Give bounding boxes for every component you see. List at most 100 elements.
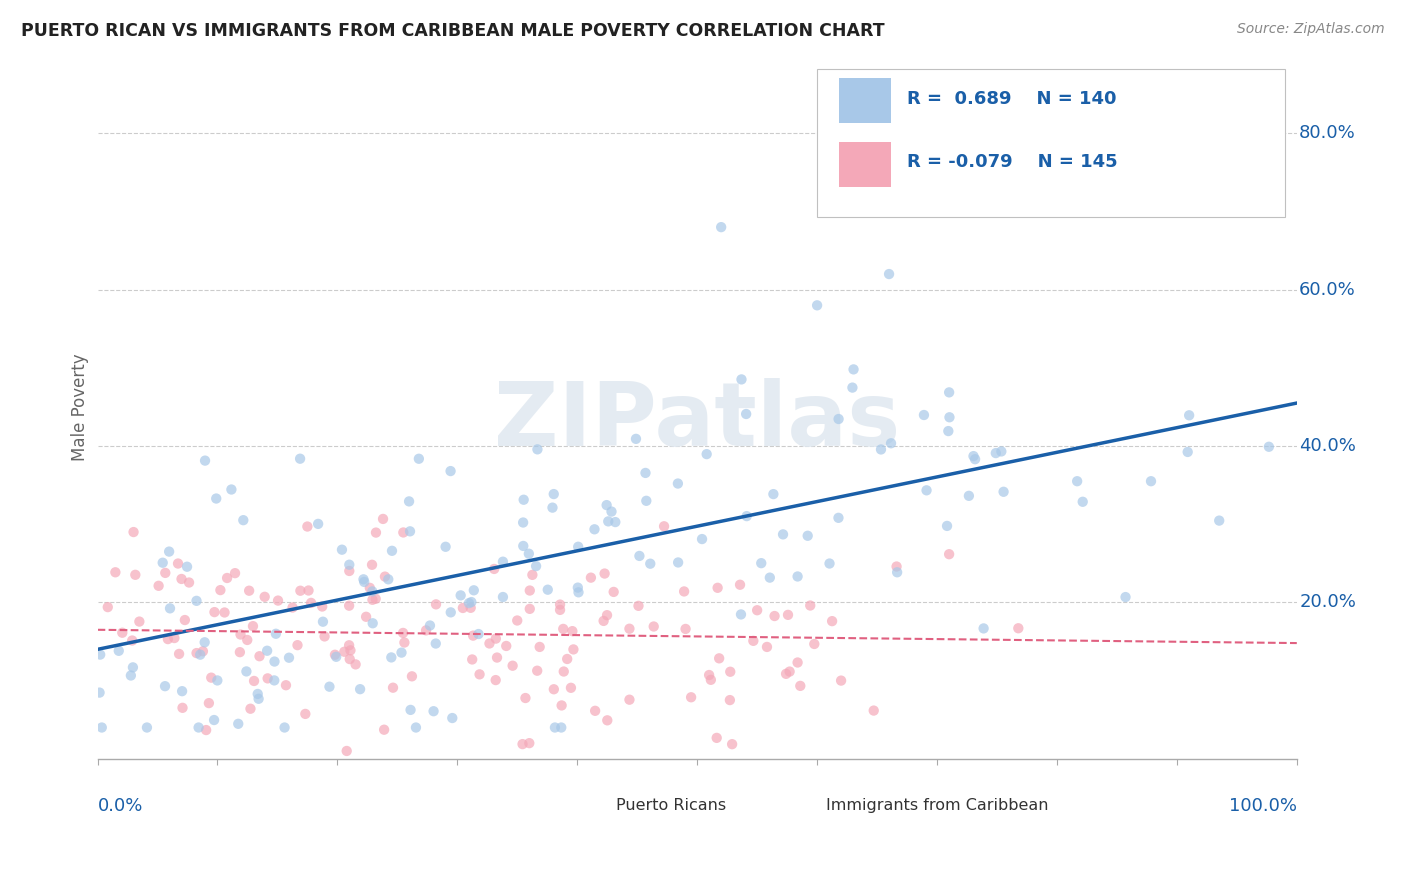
FancyBboxPatch shape [785,794,815,818]
Point [696,447,718,461]
Point [194,635,217,649]
Point [596,714,619,728]
Point [1208,514,1230,528]
Point [299,596,322,610]
Point [515,691,537,706]
Point [730,372,752,386]
Point [821,614,844,628]
Point [371,512,394,526]
Point [786,569,808,583]
Point [957,489,980,503]
Point [392,525,415,540]
Point [122,524,145,539]
Point [526,442,548,457]
Point [246,687,269,701]
Point [675,622,697,636]
Point [1178,409,1201,423]
Point [567,540,589,554]
Point [191,644,214,658]
Point [818,557,841,571]
Point [624,432,647,446]
Point [226,716,249,731]
Point [548,598,571,612]
Point [803,637,825,651]
Point [529,640,551,654]
Point [728,578,751,592]
Point [567,581,589,595]
FancyBboxPatch shape [839,78,891,123]
Point [204,605,226,619]
Point [495,639,517,653]
Point [1177,445,1199,459]
Point [253,590,276,604]
Point [392,626,415,640]
Point [263,655,285,669]
Y-axis label: Male Poverty: Male Poverty [72,353,89,461]
Point [209,583,232,598]
Point [359,581,381,595]
Point [323,648,346,662]
Point [122,660,145,674]
Point [314,629,336,643]
Text: R = -0.079    N = 145: R = -0.079 N = 145 [907,153,1118,171]
Point [628,549,651,563]
Point [307,516,329,531]
Point [207,673,229,688]
Point [256,644,278,658]
Point [598,515,620,529]
Point [936,519,959,533]
Point [1071,495,1094,509]
Point [524,559,547,574]
Point [153,679,176,693]
Text: 80.0%: 80.0% [1299,124,1355,143]
Point [718,693,741,707]
Point [344,657,367,672]
Point [458,596,481,610]
Point [841,381,863,395]
Point [200,671,222,685]
Point [202,713,225,727]
Point [120,668,142,682]
Point [862,704,884,718]
Point [354,609,377,624]
Point [159,601,181,615]
Point [267,593,290,607]
Point [619,622,641,636]
Point [512,737,534,751]
Point [561,624,583,639]
Point [274,678,297,692]
Point [463,629,485,643]
Point [337,599,360,613]
Point [519,583,541,598]
Point [593,566,616,581]
Point [405,721,427,735]
Point [264,626,287,640]
Point [90,721,112,735]
Point [786,656,808,670]
Point [756,640,779,654]
Point [333,645,356,659]
Point [128,615,150,629]
Point [596,608,619,623]
Point [550,721,572,735]
Point [993,484,1015,499]
Point [799,599,821,613]
Text: 100.0%: 100.0% [1229,797,1296,815]
Point [232,513,254,527]
Point [177,575,200,590]
Point [762,487,785,501]
Point [886,566,908,580]
Point [789,679,811,693]
Point [242,619,264,633]
Point [517,547,540,561]
Point [506,614,529,628]
Point [247,691,270,706]
Point [361,592,384,607]
Point [440,605,463,619]
Point [842,362,865,376]
Point [294,706,316,721]
Point [522,567,544,582]
Point [451,601,474,615]
Point [422,704,444,718]
Point [297,583,319,598]
